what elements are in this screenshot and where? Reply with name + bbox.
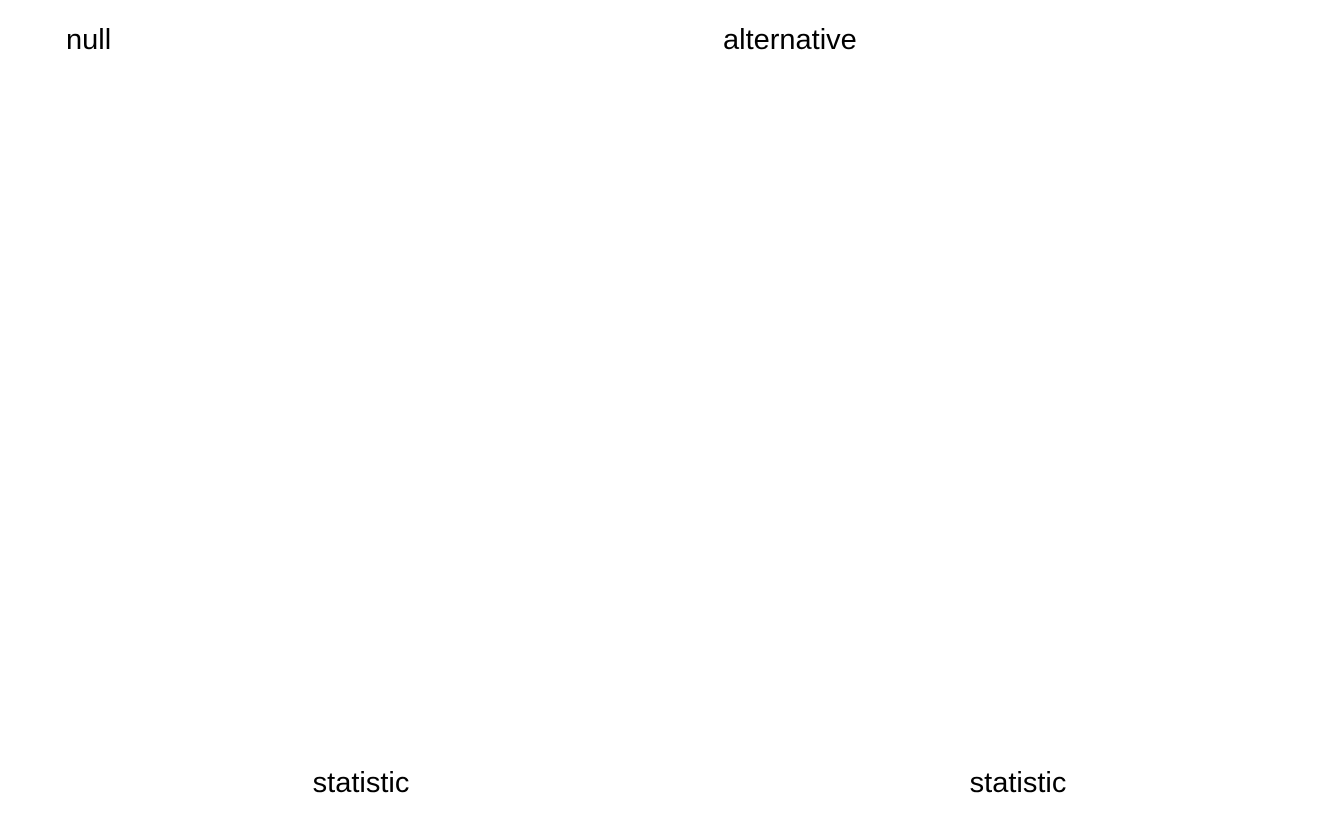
facet-panel-null: null statistic [0, 0, 672, 830]
facet-title: alternative [723, 22, 857, 58]
plot-area [723, 70, 1315, 750]
facet-panel-alternative: alternative statistic [657, 0, 1344, 830]
facet-title: null [66, 22, 111, 58]
plot-area [66, 70, 658, 750]
x-axis-label: statistic [313, 765, 410, 801]
x-axis-label: statistic [970, 765, 1067, 801]
